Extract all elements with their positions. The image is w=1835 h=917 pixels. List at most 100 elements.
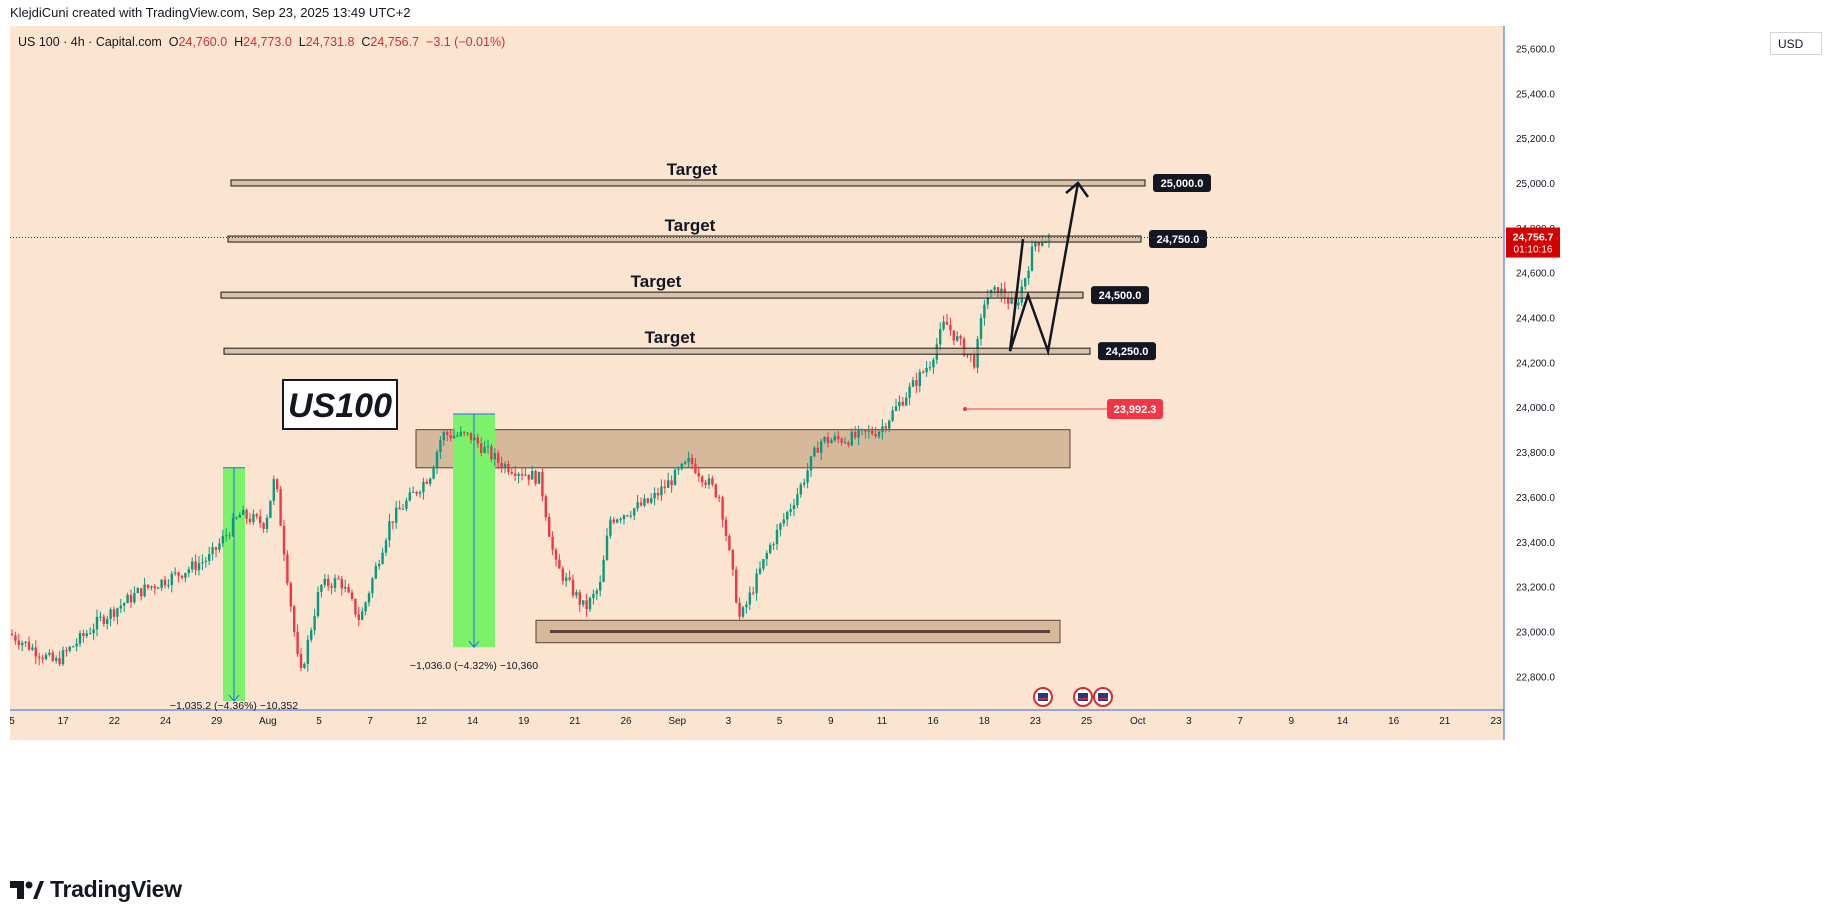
candle-body xyxy=(816,447,819,453)
chart-area[interactable]: 25,600.025,400.025,200.025,000.024,800.0… xyxy=(10,26,1763,859)
candle-body xyxy=(167,585,170,587)
candle-body xyxy=(694,463,697,473)
candle-body xyxy=(701,476,704,483)
candle-body xyxy=(235,517,238,519)
projection-arrow-head xyxy=(1065,181,1090,198)
target-label: Target xyxy=(667,160,718,179)
candle-body xyxy=(520,474,524,476)
candle-body xyxy=(922,371,925,373)
y-tick-label: 25,400.0 xyxy=(1516,89,1555,100)
measure-label: −1,035.2 (−4.36%) −10,352 xyxy=(170,700,298,712)
candle-body xyxy=(68,646,71,651)
candle-body xyxy=(599,581,602,591)
candle-body xyxy=(432,467,435,479)
projection-path xyxy=(1008,182,1080,357)
close-label: C xyxy=(361,35,371,49)
candle-body xyxy=(55,658,58,661)
candle-body xyxy=(582,600,585,605)
resistance-zone xyxy=(415,429,1071,469)
candle-body xyxy=(837,436,840,439)
target-label: Target xyxy=(631,272,682,291)
candle-body xyxy=(918,371,921,387)
y-tick-label: 25,600.0 xyxy=(1516,44,1555,55)
candle-body xyxy=(340,578,343,589)
candle-body xyxy=(371,578,374,594)
candle-body xyxy=(714,484,717,497)
candle-body xyxy=(962,338,966,356)
x-tick-label: 29 xyxy=(211,716,223,727)
candle-body xyxy=(680,463,683,469)
symbol-name: US 100 · 4h · Capital.com xyxy=(18,35,162,49)
candle-body xyxy=(197,563,201,571)
candle-body xyxy=(684,461,687,464)
candle-body xyxy=(85,633,88,637)
candle-body xyxy=(653,492,656,499)
candle-body xyxy=(476,437,479,444)
candle-body xyxy=(269,500,272,518)
candle-body xyxy=(571,579,575,596)
candle-body xyxy=(310,630,313,640)
candle-body xyxy=(140,588,143,597)
candle-body xyxy=(826,437,830,444)
candle-body xyxy=(762,559,765,569)
x-tick-label: 23 xyxy=(1030,716,1042,727)
price-chart[interactable]: 25,600.025,400.025,200.025,000.024,800.0… xyxy=(10,26,1763,859)
candle-body xyxy=(119,605,122,609)
low-marker-tag xyxy=(1107,398,1163,419)
candle-body xyxy=(163,579,167,586)
x-tick-label: Sep xyxy=(668,716,686,727)
candle-body xyxy=(809,456,813,471)
x-tick-label: 21 xyxy=(569,716,581,727)
tradingview-logo[interactable]: TradingView xyxy=(10,876,182,903)
candle-body xyxy=(911,380,915,387)
candle-body xyxy=(388,521,391,541)
candle-body xyxy=(782,519,785,524)
candle-body xyxy=(942,321,945,330)
y-tick-label: 22,800.0 xyxy=(1516,672,1555,683)
x-tick-label: Oct xyxy=(1130,716,1146,727)
candle-body xyxy=(123,603,126,606)
x-tick-label: 21 xyxy=(1439,716,1451,727)
y-tick-label: 23,600.0 xyxy=(1516,493,1555,504)
candle-body xyxy=(799,484,802,495)
x-tick-label: 16 xyxy=(1388,716,1400,727)
candle-body xyxy=(731,549,734,570)
close-value: 24,756.7 xyxy=(370,35,420,49)
x-tick-label: 22 xyxy=(109,716,121,727)
candle-body xyxy=(925,367,928,373)
target-line xyxy=(223,347,1091,355)
candle-body xyxy=(296,631,299,655)
candle-body xyxy=(952,330,955,341)
x-tick-label: 7 xyxy=(1237,716,1243,727)
target-price-tag xyxy=(1149,230,1207,249)
candle-body xyxy=(605,535,609,560)
x-tick-label: 12 xyxy=(416,716,428,727)
candle-body xyxy=(78,633,82,644)
candle-body xyxy=(333,578,337,588)
candle-body xyxy=(670,480,673,486)
candle-body xyxy=(517,474,520,476)
target-price-tag xyxy=(1098,342,1156,361)
target-label: Target xyxy=(645,328,696,347)
candle-body xyxy=(524,474,527,476)
candle-body xyxy=(697,472,700,477)
y-tick-label: 25,200.0 xyxy=(1516,134,1555,145)
currency-selector[interactable]: USD xyxy=(1770,32,1822,55)
candle-body xyxy=(82,633,85,637)
candle-body xyxy=(565,577,568,581)
candle-body xyxy=(1041,242,1044,246)
candle-body xyxy=(612,519,615,523)
candle-body xyxy=(361,611,364,620)
candle-body xyxy=(418,492,422,494)
candle-body xyxy=(928,367,932,369)
candle-body xyxy=(262,523,265,529)
candle-body xyxy=(945,321,949,325)
candle-body xyxy=(350,592,354,599)
target-price-label: 24,500.0 xyxy=(1099,290,1142,302)
low-marker-value: 23,992.3 xyxy=(1114,404,1157,416)
candle-body xyxy=(1024,278,1027,287)
candle-body xyxy=(109,609,112,619)
candle-body xyxy=(286,554,289,584)
candle-body xyxy=(486,446,490,448)
candle-body xyxy=(650,498,653,503)
